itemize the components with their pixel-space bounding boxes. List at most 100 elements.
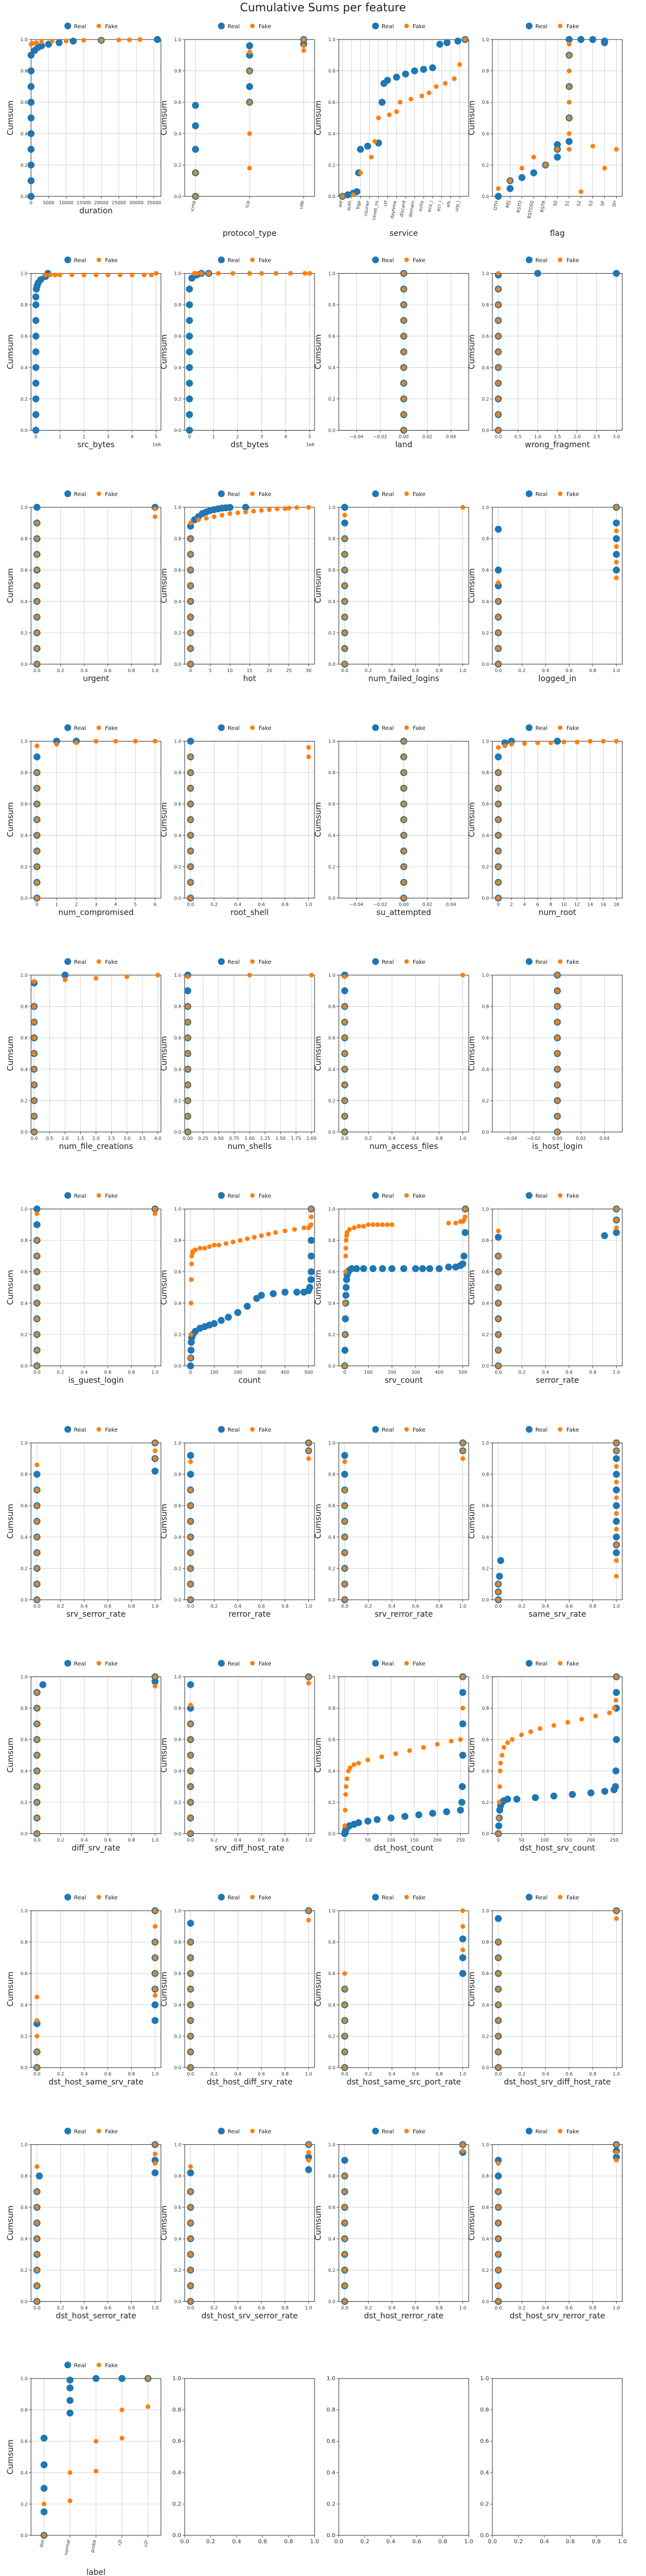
y-tick-label: 0.0 — [174, 194, 181, 199]
y-tick-label: 0.4 — [328, 1535, 335, 1540]
subplot-12: 0.0 0.2 0.4 0.6 0.8 1.00.00.20.40.60.81.0logg… — [468, 490, 623, 683]
data-point-fake — [344, 1776, 350, 1781]
legend: Real Fake — [372, 1894, 426, 1901]
series-fake — [496, 42, 619, 194]
data-point-real — [246, 42, 254, 50]
y-tick-label: 0.6 — [20, 2439, 28, 2444]
data-point-fake — [197, 1245, 203, 1251]
axes-frame — [30, 507, 162, 665]
legend-marker-real — [526, 1660, 532, 1667]
axes-frame — [30, 1910, 162, 2068]
legend-label-real: Real — [74, 2129, 86, 2135]
y-tick-label: 0.4 — [480, 2470, 489, 2476]
data-point-fake — [496, 186, 501, 191]
data-point-fake — [188, 1597, 193, 1603]
y-tick-label: 0.8 — [20, 1004, 28, 1010]
legend-label-real: Real — [74, 24, 86, 30]
y-tick-label: 0.0 — [328, 1130, 335, 1135]
x-tick-label: 0.2 — [57, 1604, 64, 1609]
legend-marker-fake — [558, 959, 562, 964]
legend-marker-fake — [404, 257, 409, 262]
x-tick-label: −0.02 — [527, 1136, 541, 1141]
data-point-fake — [152, 1908, 158, 1914]
data-point-fake — [401, 785, 407, 791]
x-tick-label: 0.4 — [542, 1604, 549, 1609]
legend-label-fake: Fake — [259, 959, 272, 966]
legend: Real Fake — [372, 2127, 426, 2135]
data-point-fake — [502, 743, 508, 749]
axis-ticks: 0.0 0.2 0.4 0.6 0.8 1.00.00.20.40.60.81.0 — [328, 505, 469, 673]
data-point-real — [342, 1292, 350, 1299]
axis-ticks: 0.0 0.2 0.4 0.6 0.8 1.00.00.20.40.60.81.0 — [20, 2143, 161, 2311]
data-point-real — [32, 317, 40, 324]
plot-area — [492, 507, 622, 664]
subplot-4: OTH REJ RSTO RSTOS0 RSTR S0 S1 S2 S3 SF SH0.00.20.… — [468, 23, 623, 238]
data-point-real — [569, 1791, 576, 1798]
data-point-fake — [308, 1222, 313, 1227]
x-tick-label: 1.0 — [305, 1604, 312, 1609]
y-tick-label: 0.6 — [326, 2438, 335, 2445]
x-tick-label: 0.6 — [258, 1838, 265, 1843]
data-point-fake — [496, 1597, 501, 1603]
legend-label-real: Real — [74, 2363, 86, 2369]
x-tick-label: 0.6 — [104, 1838, 112, 1843]
y-tick-label: 0.8 — [480, 2407, 489, 2413]
data-point-fake — [301, 37, 307, 42]
data-point-fake — [113, 739, 119, 744]
y-tick-label: 0.6 — [20, 334, 28, 339]
x-tick-label: 500 — [459, 1370, 467, 1375]
data-point-real — [191, 102, 199, 109]
y-tick-label: 0.2 — [328, 864, 335, 870]
y-tick-label: 0.0 — [328, 2299, 335, 2305]
data-point-fake — [496, 1332, 501, 1337]
plot-area — [492, 741, 622, 898]
x-tick-label: 0.4 — [232, 2539, 241, 2545]
x-tick-label: 0.0 — [187, 2306, 194, 2311]
data-point-fake — [555, 1020, 560, 1025]
data-point-fake — [460, 1674, 465, 1679]
y-axis-label: Cumsum — [314, 1036, 323, 1071]
legend-label-fake: Fake — [566, 726, 579, 732]
legend-marker-fake — [97, 491, 101, 496]
y-tick-label: 0.2 — [174, 1800, 181, 1805]
y-tick-label: 1.0 — [174, 1441, 181, 1446]
x-tick-label: 0.4 — [234, 2072, 242, 2077]
data-point-fake — [223, 1241, 229, 1246]
data-point-fake — [379, 1754, 385, 1759]
data-point-fake — [238, 1237, 243, 1243]
data-point-fake — [188, 1955, 193, 1960]
legend-marker-fake — [250, 1427, 255, 1432]
data-point-fake — [340, 194, 345, 199]
data-point-real — [305, 2166, 312, 2174]
axes-frame — [492, 1209, 623, 1366]
data-point-fake — [252, 1235, 257, 1240]
x-tick-label: 0.2 — [211, 1604, 218, 1609]
series-fake — [34, 739, 158, 901]
data-point-fake — [342, 1597, 347, 1603]
legend: Real Fake — [64, 1426, 118, 1433]
data-point-real — [32, 379, 40, 387]
data-point-fake — [247, 165, 252, 171]
y-axis-label: Cumsum — [6, 1737, 15, 1772]
data-point-fake — [342, 1582, 347, 1587]
data-point-fake — [34, 1690, 40, 1695]
data-point-fake — [32, 1098, 37, 1103]
legend: Real Fake — [218, 2127, 272, 2135]
legend-label-fake: Fake — [413, 1427, 426, 1433]
x-tick-label: 1.0 — [151, 2072, 159, 2077]
y-tick-label: 0.4 — [328, 131, 335, 137]
legend-label-real: Real — [382, 2129, 394, 2135]
series-fake — [496, 739, 619, 901]
y-tick-label: 0.8 — [328, 1472, 335, 1477]
y-tick-label: 0.6 — [482, 1503, 489, 1508]
data-point-fake — [342, 1363, 347, 1368]
legend-marker-real — [64, 23, 71, 29]
x-tick-label: 0.02 — [576, 1136, 586, 1141]
data-point-real — [186, 379, 193, 387]
data-point-fake — [401, 318, 407, 323]
x-axis-label: dst_host_same_srv_rate — [49, 2078, 143, 2087]
y-tick-label: 0.0 — [172, 2533, 181, 2539]
data-point-fake — [34, 1348, 40, 1353]
data-point-fake — [401, 349, 407, 354]
